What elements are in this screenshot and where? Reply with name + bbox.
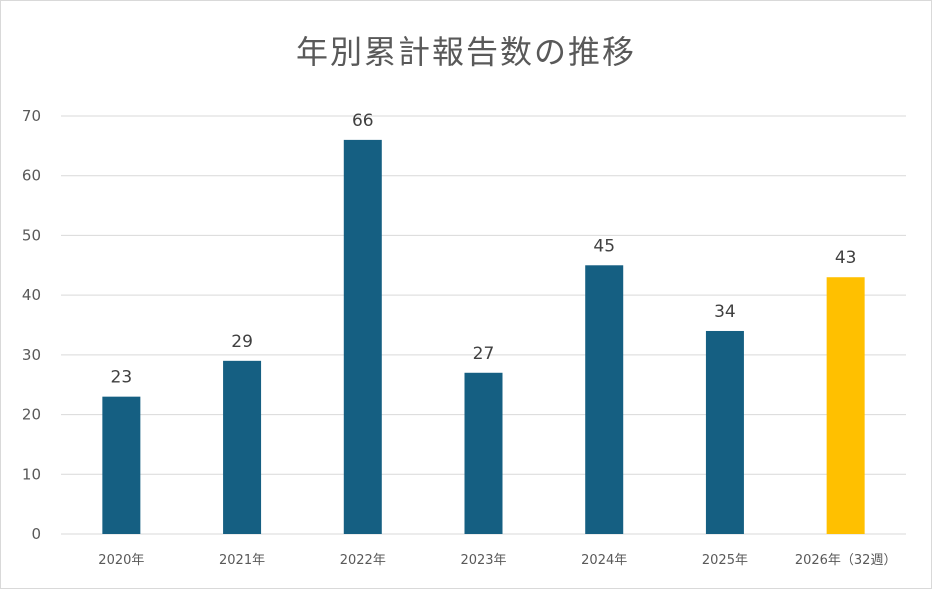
y-axis-ticks: 0 10 20 30 40 50 60 70 (22, 107, 41, 543)
y-tick-label: 30 (22, 346, 41, 364)
y-tick-label: 10 (22, 465, 41, 483)
bars (102, 139, 865, 534)
bar-2022年 (343, 139, 382, 534)
y-tick-label: 0 (31, 525, 41, 543)
y-tick-label: 50 (22, 226, 41, 244)
x-category-label: 2020年 (98, 553, 144, 568)
bar-2024年 (585, 265, 624, 534)
bar-2025年 (705, 330, 744, 534)
data-label: 29 (231, 332, 253, 352)
x-category-label: 2024年 (581, 553, 627, 568)
data-label: 23 (111, 368, 133, 388)
y-tick-label: 60 (22, 167, 41, 185)
x-axis-categories: 2020年 2021年 2022年 2023年 2024年 2025年 2026年（32週） (98, 553, 896, 568)
y-tick-label: 40 (22, 286, 41, 304)
y-tick-label: 70 (22, 107, 41, 125)
x-category-label: 2023年 (460, 553, 506, 568)
data-label: 27 (473, 344, 495, 364)
data-label: 34 (714, 302, 736, 322)
x-category-label: 2021年 (219, 553, 265, 568)
x-category-label: 2022年 (340, 553, 386, 568)
data-label: 45 (593, 236, 615, 256)
x-category-label: 2026年（32週） (795, 553, 897, 568)
bar-2020年 (102, 396, 141, 534)
bar-2026年（32週） (826, 277, 865, 534)
data-label: 43 (835, 248, 857, 268)
data-labels: 23 29 66 27 45 34 43 (111, 111, 857, 388)
y-tick-label: 20 (22, 406, 41, 424)
data-label: 66 (352, 111, 374, 131)
x-category-label: 2025年 (702, 553, 748, 568)
bar-2021年 (223, 360, 262, 534)
chart-title: 年別累計報告数の推移 (295, 33, 636, 71)
bar-2023年 (464, 372, 503, 534)
